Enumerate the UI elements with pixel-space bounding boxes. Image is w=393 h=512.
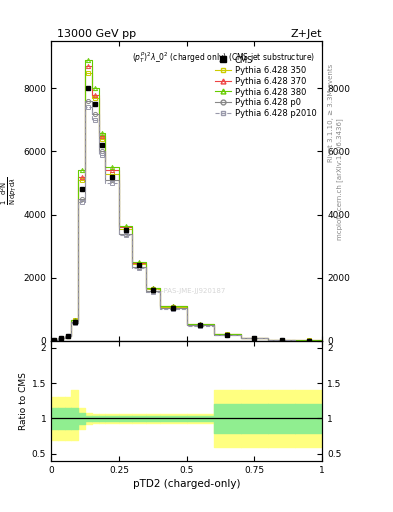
Legend: CMS, Pythia 6.428 350, Pythia 6.428 370, Pythia 6.428 380, Pythia 6.428 p0, Pyth: CMS, Pythia 6.428 350, Pythia 6.428 370,… bbox=[211, 52, 320, 121]
Y-axis label: $\frac{1}{\mathrm{N}}\frac{\mathrm{d}^2\mathrm{N}}{\mathrm{d}p_T\mathrm{d}\lambd: $\frac{1}{\mathrm{N}}\frac{\mathrm{d}^2\… bbox=[0, 177, 19, 205]
X-axis label: pTD2 (charged-only): pTD2 (charged-only) bbox=[133, 479, 241, 489]
Text: mcplots.cern.ch [arXiv:1306.3436]: mcplots.cern.ch [arXiv:1306.3436] bbox=[336, 118, 343, 240]
Text: CMS-PAS-JME-JJ920187: CMS-PAS-JME-JJ920187 bbox=[147, 288, 226, 294]
Text: Rivet 3.1.10, ≥ 3.3M events: Rivet 3.1.10, ≥ 3.3M events bbox=[328, 63, 334, 162]
Text: $(p_T^p)^2\lambda\_0^2$ (charged only) (CMS jet substructure): $(p_T^p)^2\lambda\_0^2$ (charged only) (… bbox=[132, 50, 316, 65]
Text: 13000 GeV pp: 13000 GeV pp bbox=[57, 29, 136, 39]
Text: Z+Jet: Z+Jet bbox=[291, 29, 322, 39]
Y-axis label: Ratio to CMS: Ratio to CMS bbox=[19, 372, 28, 430]
